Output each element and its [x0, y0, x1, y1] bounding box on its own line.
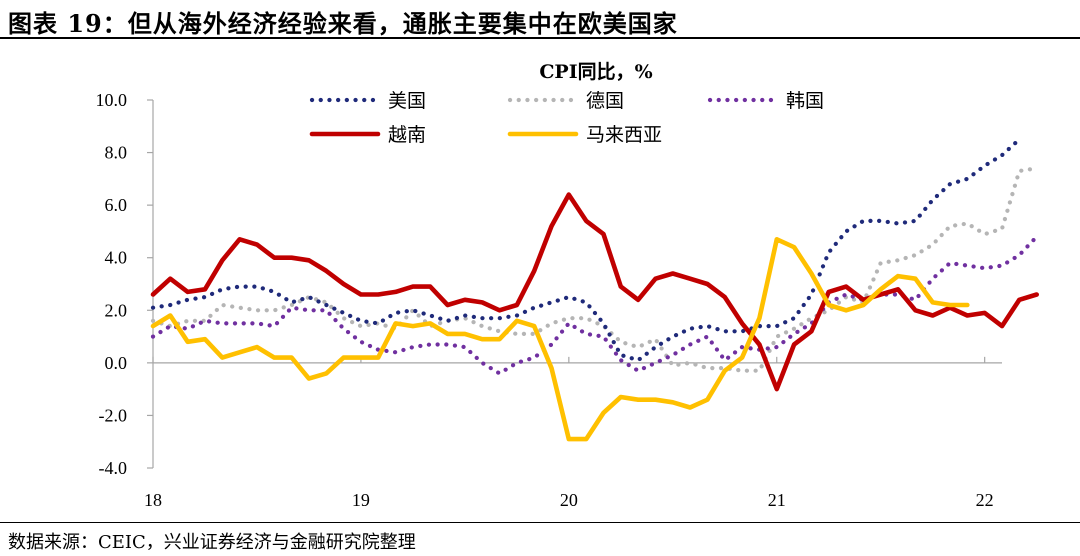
- source-rule: [0, 522, 1080, 523]
- y-tick-label: 2.0: [105, 300, 128, 320]
- x-tick-label: 18: [144, 490, 162, 510]
- series-line-3: [150, 192, 1039, 392]
- cpi-line-chart: 10.0 8.0 6.0 4.0 2.0 0.0 -2.0 -4.0 18 19 20 21 22 C…: [96, 61, 1039, 510]
- legend-label-1: 德国: [586, 90, 624, 112]
- series-line-4: [150, 237, 970, 442]
- legend-label-4: 马来西亚: [586, 124, 662, 146]
- y-tick-label: -4.0: [99, 458, 128, 478]
- y-tick-label: 4.0: [105, 248, 128, 268]
- axes: [152, 100, 1002, 468]
- x-tick-label: 22: [976, 490, 994, 510]
- x-tick-label: 21: [768, 490, 786, 510]
- series-line-1: [150, 166, 1039, 373]
- x-tick-label: 20: [560, 490, 578, 510]
- figure-title: 图表 19：但从海外经济经验来看，通胀主要集中在欧美国家: [8, 9, 678, 38]
- x-ticks: 18 19 20 21 22: [144, 356, 994, 510]
- y-ticks: 10.0 8.0 6.0 4.0 2.0 0.0 -2.0 -4.0: [96, 90, 153, 478]
- source-note: 数据来源：CEIC，兴业证券经济与金融研究院整理: [8, 532, 416, 553]
- y-tick-label: 6.0: [105, 195, 128, 215]
- title-rule: [0, 37, 1080, 39]
- series-layer: [150, 137, 1039, 442]
- y-tick-label: -2.0: [99, 405, 128, 425]
- y-tick-label: 0.0: [105, 353, 128, 373]
- legend-label-3: 越南: [388, 124, 426, 146]
- series-line-0: [150, 137, 1022, 363]
- legend-label-0: 美国: [388, 90, 426, 112]
- x-tick-label: 19: [352, 490, 370, 510]
- legend-label-2: 韩国: [786, 90, 824, 112]
- y-tick-label: 10.0: [96, 90, 128, 110]
- chart-title: CPI同比，%: [539, 61, 652, 83]
- y-tick-label: 8.0: [105, 143, 128, 163]
